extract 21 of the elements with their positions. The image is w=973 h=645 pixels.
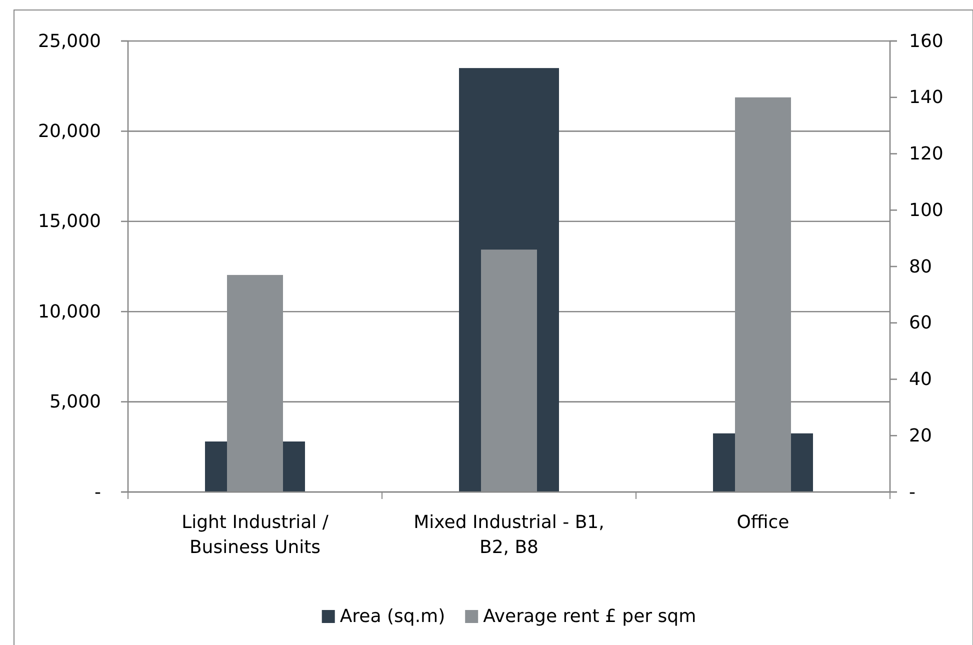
x-tick-label: Light Industrial / Business Units — [182, 512, 330, 558]
y2-tick-label: 120 — [909, 144, 944, 165]
y2-tick-label: 80 — [909, 256, 932, 278]
y-tick-label: - — [94, 482, 101, 503]
bar — [481, 250, 537, 492]
legend-label: Area (sq.m) — [340, 606, 446, 627]
legend-label: Average rent £ per sqm — [483, 606, 696, 627]
y2-tick-label: 160 — [909, 30, 944, 52]
x-tick-label: Office — [736, 512, 790, 533]
y2-tick-label: - — [909, 482, 916, 503]
y2-tick-label: 20 — [909, 425, 932, 446]
y-tick-label: 25,000 — [38, 30, 101, 52]
y2-tick-label: 140 — [909, 87, 944, 108]
y2-tick-label: 60 — [909, 312, 932, 334]
y-tick-label: 20,000 — [38, 120, 101, 142]
y-tick-label: 15,000 — [38, 211, 101, 232]
y2-tick-label: 40 — [909, 369, 932, 390]
y2-tick-label: 100 — [909, 200, 944, 221]
x-tick-label: Mixed Industrial - B1, B2, B8 — [414, 512, 604, 558]
y-tick-label: 5,000 — [49, 392, 101, 413]
y-tick-label: 10,000 — [38, 301, 101, 322]
